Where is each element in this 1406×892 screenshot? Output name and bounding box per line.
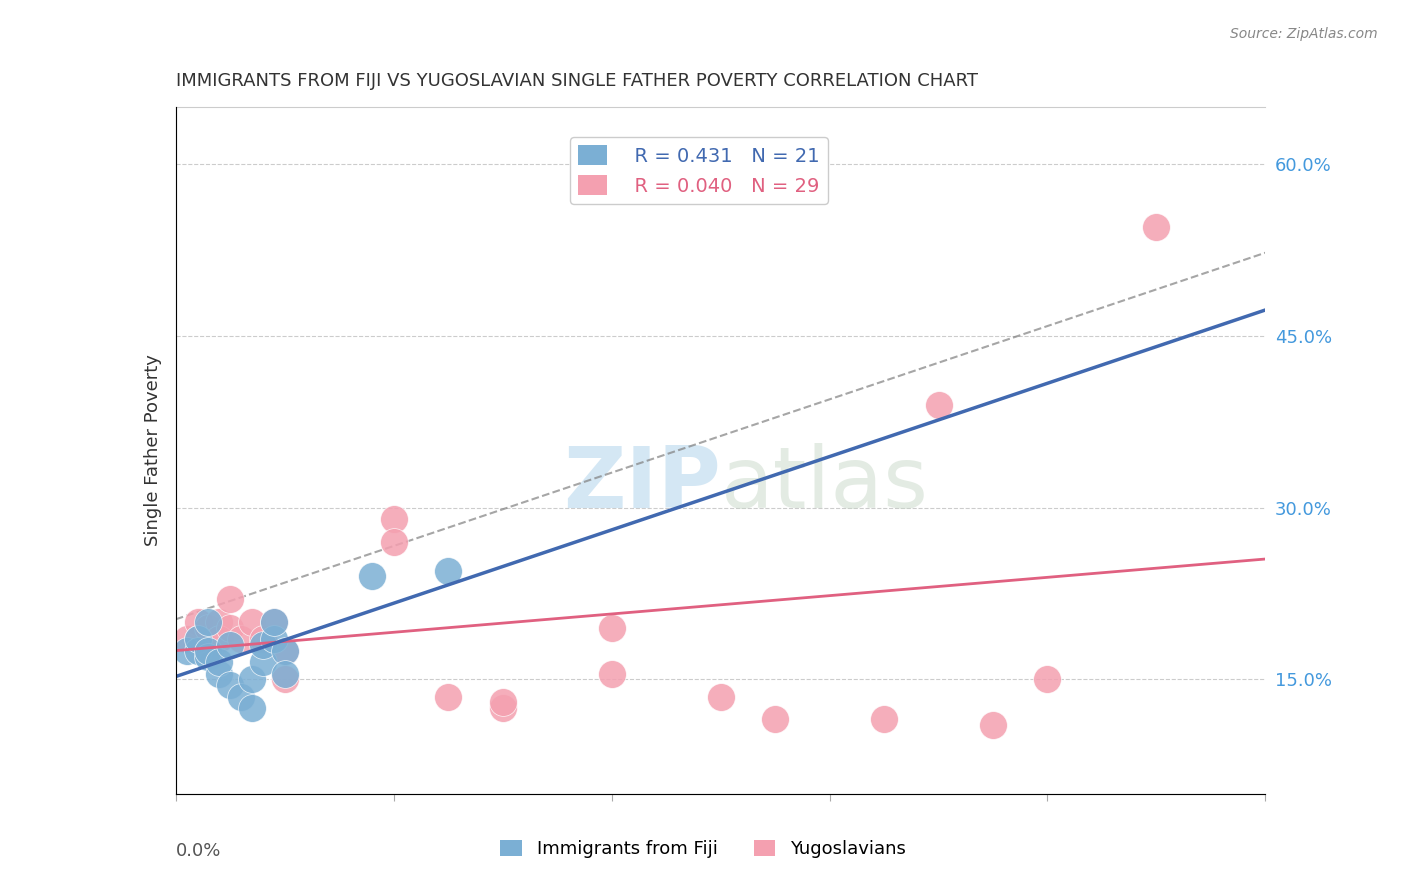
- Point: [219, 592, 242, 607]
- Point: [186, 615, 209, 630]
- Text: Source: ZipAtlas.com: Source: ZipAtlas.com: [1230, 27, 1378, 41]
- Text: atlas: atlas: [721, 443, 928, 526]
- Point: [1144, 220, 1167, 235]
- Point: [231, 690, 253, 704]
- Point: [208, 615, 231, 630]
- Point: [231, 632, 253, 647]
- Point: [197, 649, 219, 664]
- Point: [437, 690, 460, 704]
- Point: [186, 632, 209, 647]
- Point: [208, 632, 231, 647]
- Point: [252, 655, 274, 669]
- Point: [600, 666, 623, 681]
- Point: [197, 644, 219, 658]
- Point: [274, 666, 297, 681]
- Point: [240, 673, 263, 687]
- Legend: Immigrants from Fiji, Yugoslavians: Immigrants from Fiji, Yugoslavians: [494, 832, 912, 865]
- Point: [873, 713, 896, 727]
- Y-axis label: Single Father Poverty: Single Father Poverty: [143, 354, 162, 547]
- Point: [1036, 673, 1059, 687]
- Legend:   R = 0.431   N = 21,   R = 0.040   N = 29: R = 0.431 N = 21, R = 0.040 N = 29: [569, 137, 828, 203]
- Point: [240, 701, 263, 715]
- Point: [710, 690, 733, 704]
- Point: [263, 615, 285, 630]
- Point: [437, 564, 460, 578]
- Point: [492, 701, 515, 715]
- Point: [240, 615, 263, 630]
- Point: [208, 666, 231, 681]
- Point: [197, 615, 219, 630]
- Point: [928, 398, 950, 412]
- Point: [382, 512, 405, 526]
- Point: [176, 632, 198, 647]
- Point: [763, 713, 786, 727]
- Point: [197, 644, 219, 658]
- Point: [219, 678, 242, 692]
- Point: [208, 655, 231, 669]
- Point: [252, 632, 274, 647]
- Point: [600, 621, 623, 635]
- Point: [263, 615, 285, 630]
- Text: ZIP: ZIP: [562, 443, 721, 526]
- Point: [274, 673, 297, 687]
- Point: [186, 644, 209, 658]
- Point: [492, 695, 515, 709]
- Point: [219, 621, 242, 635]
- Text: IMMIGRANTS FROM FIJI VS YUGOSLAVIAN SINGLE FATHER POVERTY CORRELATION CHART: IMMIGRANTS FROM FIJI VS YUGOSLAVIAN SING…: [176, 72, 977, 90]
- Point: [274, 644, 297, 658]
- Point: [176, 644, 198, 658]
- Point: [360, 569, 382, 583]
- Point: [981, 718, 1004, 732]
- Point: [263, 632, 285, 647]
- Point: [197, 621, 219, 635]
- Point: [219, 638, 242, 652]
- Point: [382, 535, 405, 549]
- Point: [186, 632, 209, 647]
- Point: [274, 644, 297, 658]
- Point: [252, 638, 274, 652]
- Text: 0.0%: 0.0%: [176, 842, 221, 860]
